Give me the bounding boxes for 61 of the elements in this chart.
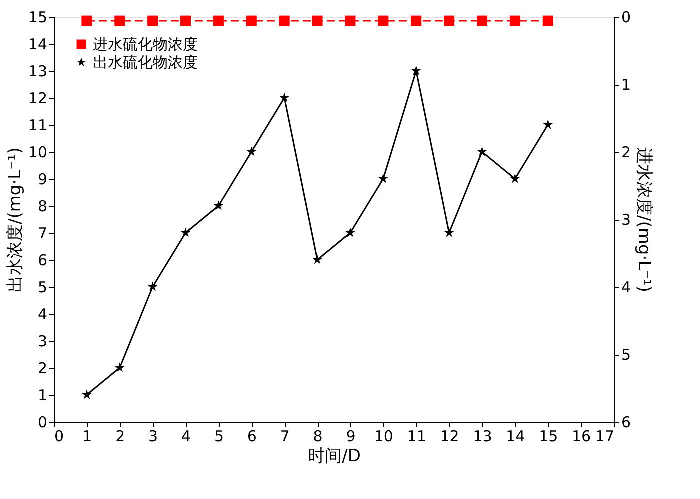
y-tick-label: 11 bbox=[28, 116, 48, 134]
point bbox=[411, 66, 422, 76]
y-tick-label: 7 bbox=[38, 224, 48, 242]
point bbox=[280, 92, 290, 102]
x-tick-label: 3 bbox=[148, 428, 158, 446]
x-tick-label: 5 bbox=[214, 428, 224, 446]
x-tick-label: 8 bbox=[313, 428, 323, 446]
point bbox=[543, 120, 554, 130]
point bbox=[510, 174, 520, 184]
y2-tick-label: 0 bbox=[622, 8, 632, 26]
point bbox=[477, 146, 488, 156]
y-tick-label: 0 bbox=[38, 414, 48, 432]
y-tick-label: 12 bbox=[28, 90, 48, 108]
x-tick-label: 13 bbox=[473, 428, 492, 446]
point bbox=[345, 228, 356, 238]
x-tick-label: 14 bbox=[506, 428, 526, 446]
x-tick-label: 17 bbox=[595, 428, 614, 446]
x-tick-label: 12 bbox=[440, 428, 460, 446]
point bbox=[214, 200, 224, 210]
y-tick-label: 4 bbox=[38, 306, 48, 324]
x-tick-label: 6 bbox=[247, 428, 257, 446]
x-tick-label: 16 bbox=[572, 428, 592, 446]
y-tick-label: 15 bbox=[28, 8, 48, 26]
x-tick-label: 7 bbox=[280, 428, 290, 446]
x-tick-label: 9 bbox=[346, 428, 356, 446]
y-tick-label: 9 bbox=[38, 170, 48, 188]
y2-tick-label: 6 bbox=[622, 414, 632, 432]
y-axis-title: 出水浓度/(mg·L⁻¹) bbox=[5, 147, 26, 293]
y2-tick-label: 2 bbox=[622, 144, 632, 162]
y-tick-label: 10 bbox=[28, 144, 48, 162]
x-tick-label: 11 bbox=[407, 428, 426, 446]
y2-axis-title: 进水浓度/(mg·L⁻¹) bbox=[634, 147, 654, 293]
point bbox=[114, 362, 125, 372]
point bbox=[378, 174, 388, 184]
y-tick-label: 14 bbox=[28, 36, 48, 54]
y-tick-label: 3 bbox=[38, 332, 48, 350]
y-tick-label: 6 bbox=[38, 252, 48, 270]
point bbox=[246, 146, 257, 156]
y2-tick-label: 1 bbox=[622, 76, 632, 94]
x-tick-label: 2 bbox=[116, 428, 126, 446]
x-tick-label: 0 bbox=[54, 428, 64, 446]
legend-label: 出水硫化物浓度 bbox=[93, 54, 198, 72]
y-tick-label: 13 bbox=[28, 62, 48, 80]
y-tick-label: 5 bbox=[38, 278, 48, 296]
x-tick-label: 4 bbox=[181, 428, 192, 446]
y2-tick-label: 4 bbox=[622, 278, 632, 296]
x-tick-label: 10 bbox=[374, 428, 394, 446]
point bbox=[82, 390, 92, 400]
y2-tick-label: 3 bbox=[622, 211, 632, 229]
point bbox=[444, 228, 454, 238]
y-tick-label: 8 bbox=[38, 198, 48, 216]
point bbox=[148, 282, 158, 292]
point bbox=[180, 228, 191, 238]
y2-tick-label: 5 bbox=[622, 346, 632, 364]
y-tick-label: 1 bbox=[38, 386, 48, 404]
x-tick-label: 1 bbox=[82, 428, 92, 446]
legend-label: 进水硫化物浓度 bbox=[93, 36, 198, 54]
point bbox=[312, 254, 323, 264]
x-tick-label: 15 bbox=[539, 428, 558, 446]
y-tick-label: 2 bbox=[38, 360, 48, 378]
x-axis-title: 时间/D bbox=[308, 446, 361, 466]
